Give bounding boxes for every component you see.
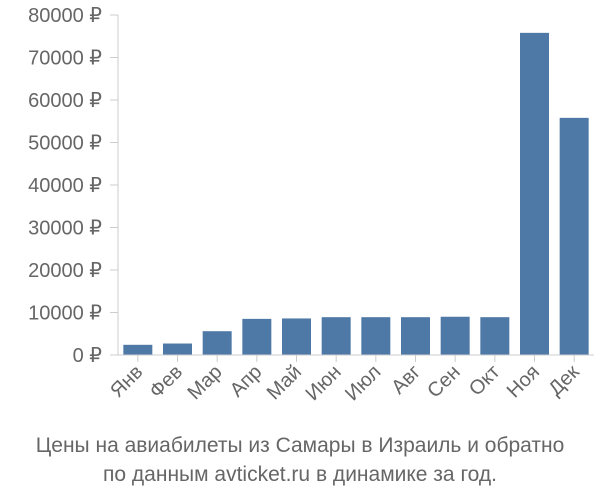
bar-1 — [123, 344, 153, 355]
y-tick-label: 50000 ₽ — [28, 133, 102, 155]
bar-10 — [480, 317, 510, 355]
x-tick-label: Июн — [302, 361, 346, 405]
x-tick-label: Мар — [183, 361, 226, 404]
x-tick-label: Окт — [465, 361, 504, 400]
price-bar-chart: 0 ₽ 10000 ₽ 20000 ₽ 30000 ₽ 40000 ₽ 50000 ₽ 60… — [28, 5, 594, 405]
bar-12 — [559, 117, 589, 355]
x-tick-label: Янв — [106, 361, 147, 402]
y-tick-label: 0 ₽ — [73, 345, 103, 367]
bar-7 — [361, 317, 391, 355]
bar-11 — [520, 32, 549, 355]
bar-4 — [242, 318, 272, 355]
x-tick-label: Фев — [145, 361, 187, 403]
y-tick-label: 80000 ₽ — [28, 5, 102, 27]
y-axis: 0 ₽ 10000 ₽ 20000 ₽ 30000 ₽ 40000 ₽ 50000 ₽ 60… — [28, 5, 119, 367]
x-tick-label: Сен — [423, 361, 464, 402]
y-tick-label: 60000 ₽ — [28, 90, 102, 112]
bar-8 — [401, 317, 430, 355]
bar-9 — [440, 316, 470, 355]
bar-6 — [321, 317, 351, 355]
y-tick-label: 40000 ₽ — [28, 175, 102, 197]
x-tick-label: Июл — [341, 361, 385, 405]
bar-2 — [163, 343, 192, 355]
chart-caption-line-1: Цены на авиабилеты из Самары в Израиль и… — [35, 434, 565, 457]
x-tick-label: Май — [263, 361, 306, 404]
y-tick-label: 20000 ₽ — [28, 260, 102, 282]
x-tick-label: Дек — [545, 361, 584, 400]
y-tick-label: 70000 ₽ — [28, 48, 102, 70]
x-tick-label: Апр — [226, 361, 267, 402]
x-tick-label: Ноя — [503, 361, 544, 402]
x-tick-label: Авг — [387, 361, 425, 399]
y-tick-label: 10000 ₽ — [28, 303, 102, 325]
y-tick-label: 30000 ₽ — [28, 218, 102, 240]
bar-3 — [202, 331, 232, 355]
chart-caption-line-2: по данным avticket.ru в динамике за год. — [103, 463, 497, 486]
bars — [123, 32, 589, 355]
bar-5 — [282, 318, 311, 355]
